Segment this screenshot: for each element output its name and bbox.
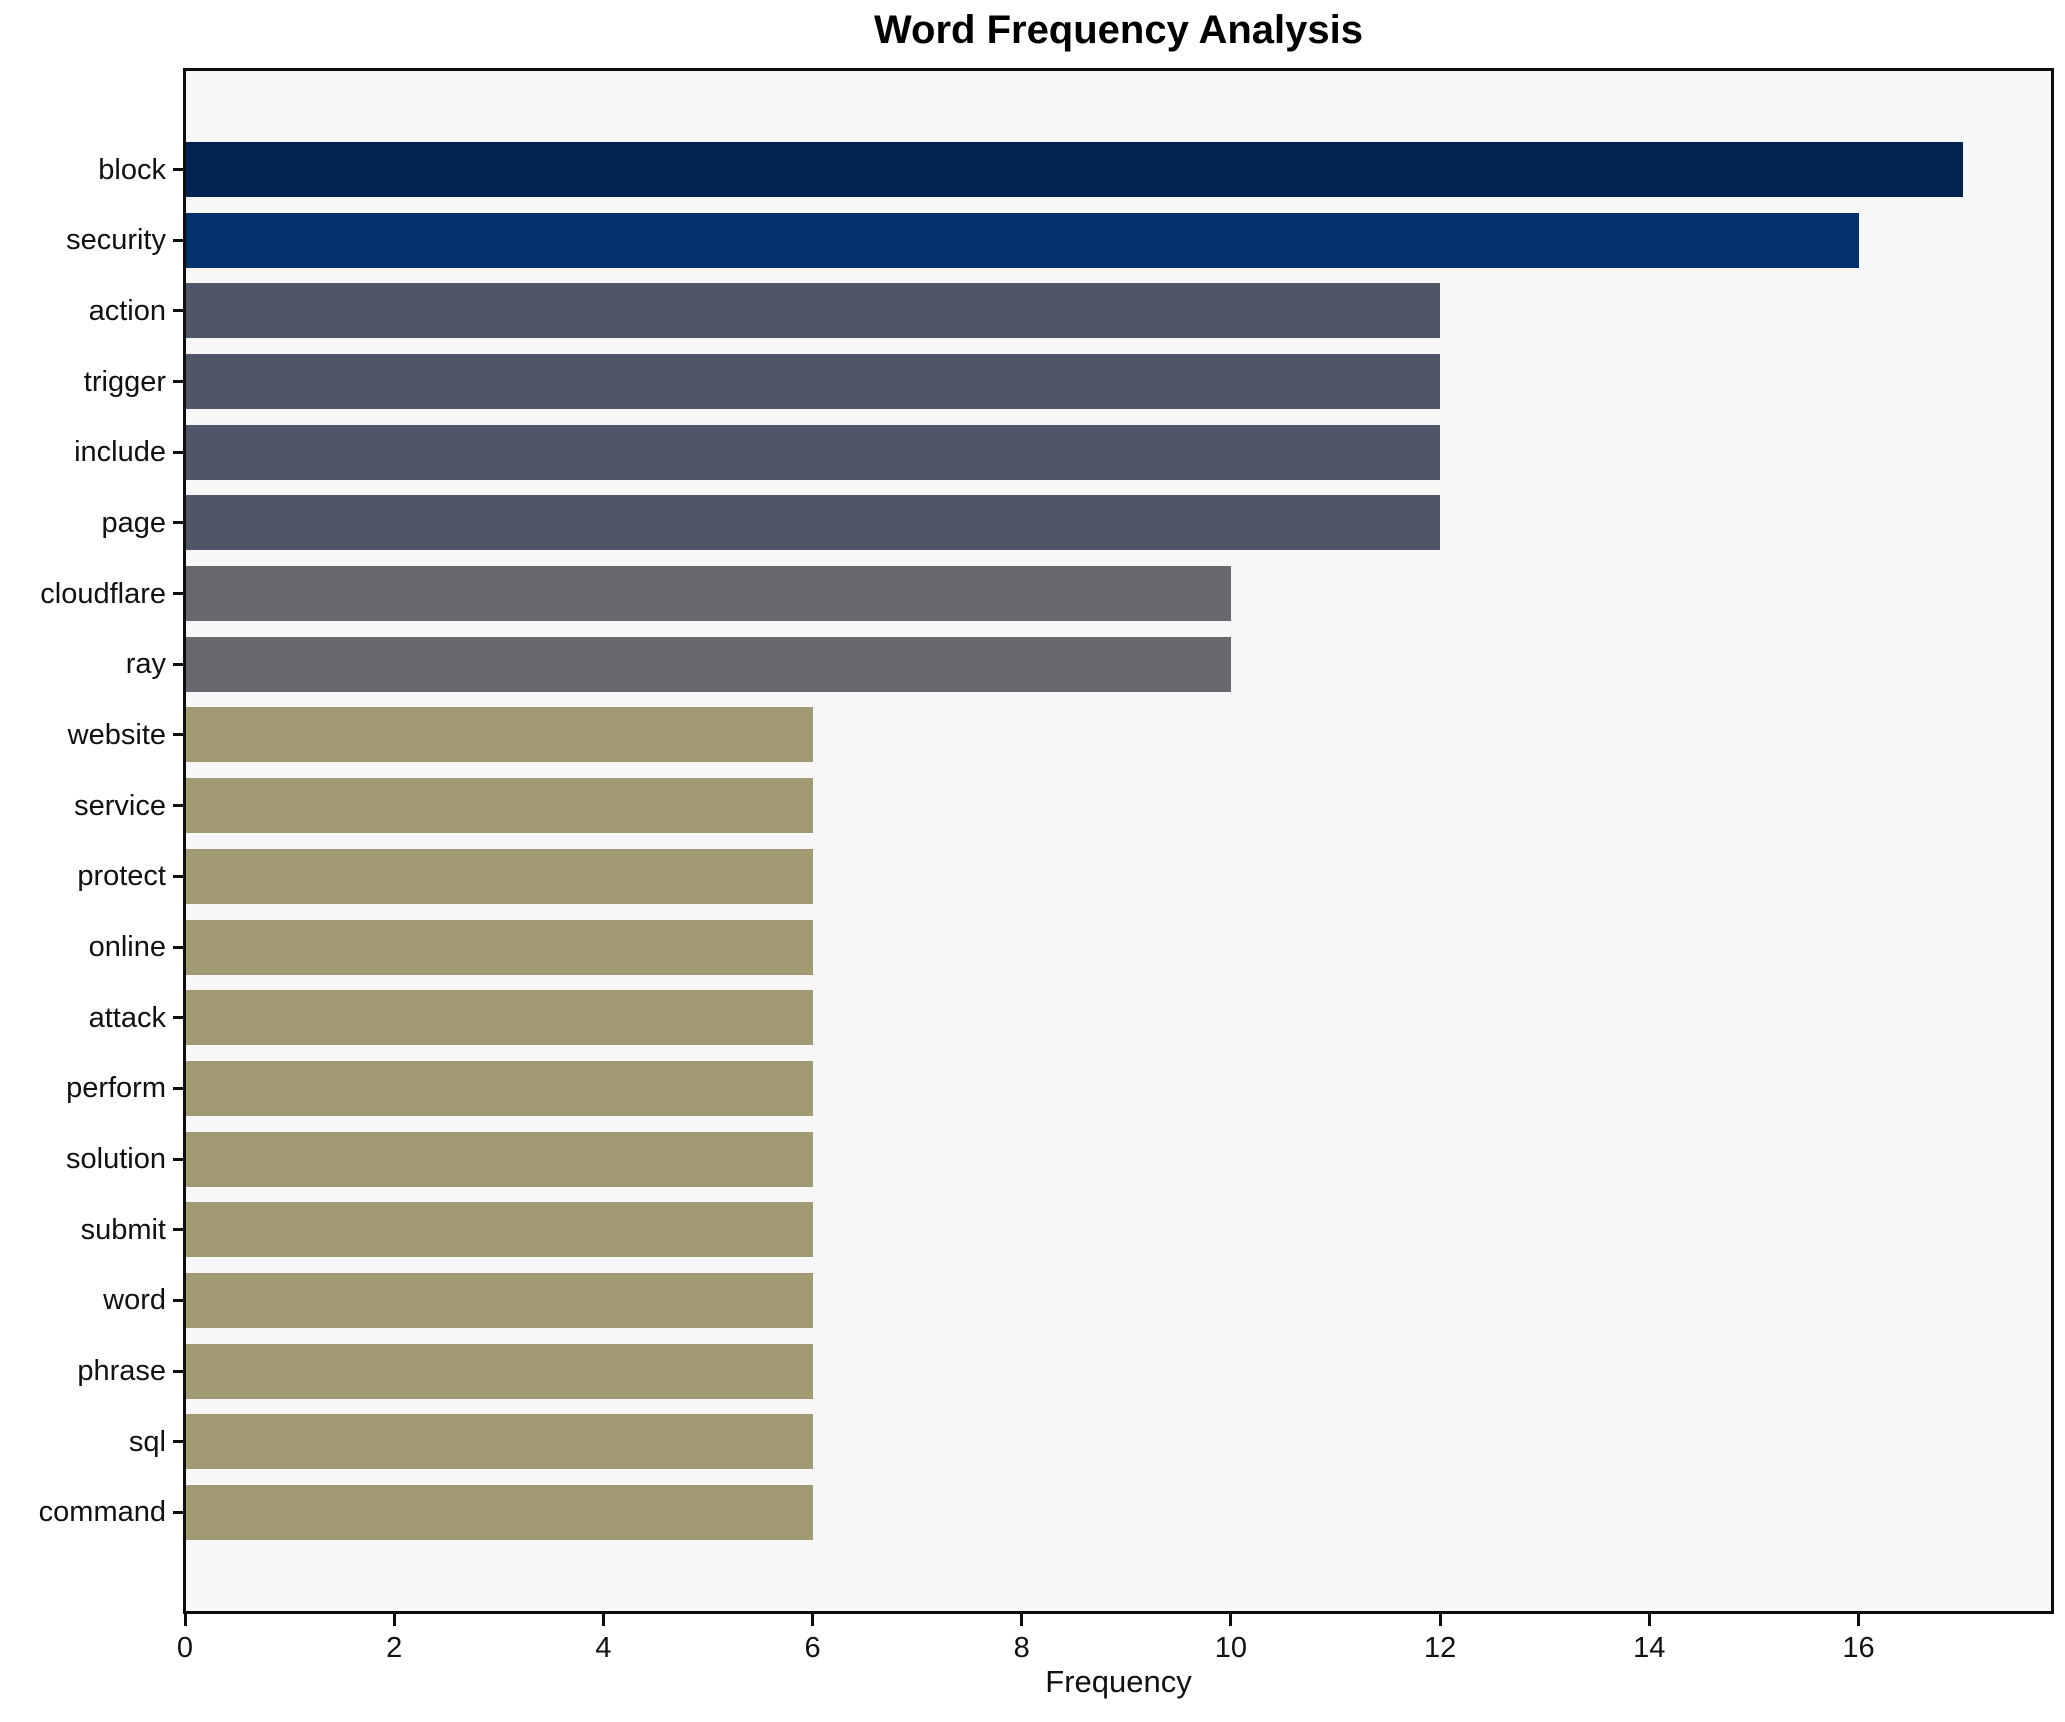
bar-sql <box>185 1414 813 1470</box>
y-tick-label-perform: perform <box>66 1072 166 1105</box>
x-tick-mark <box>392 1614 396 1626</box>
bar-online <box>185 919 813 975</box>
bar-action <box>185 283 1441 339</box>
bar-website <box>185 707 813 763</box>
x-tick-label-14: 14 <box>1633 1632 1666 1664</box>
y-tick-mark <box>173 450 185 454</box>
y-tick-label-trigger: trigger <box>83 365 166 398</box>
y-tick-mark <box>173 1298 185 1302</box>
bar-perform <box>185 1060 813 1116</box>
y-tick-label-security: security <box>66 224 166 257</box>
x-tick-label-12: 12 <box>1423 1632 1457 1664</box>
y-tick-label-solution: solution <box>66 1143 166 1175</box>
x-tick-label-6: 6 <box>804 1632 821 1664</box>
y-tick-mark <box>173 592 185 596</box>
x-tick-mark <box>601 1614 605 1626</box>
bar-page <box>185 495 1441 551</box>
y-tick-mark <box>173 804 185 808</box>
chart-title: Word Frequency Analysis <box>873 8 1364 52</box>
y-tick-label-block: block <box>98 153 166 186</box>
x-axis-title: Frequency <box>1045 1664 1192 1699</box>
y-tick-label-cloudflare: cloudflare <box>40 577 166 610</box>
y-tick-mark <box>173 238 185 242</box>
y-tick-mark <box>173 168 185 172</box>
y-tick-mark <box>173 309 185 313</box>
bar-protect <box>185 848 813 904</box>
y-tick-label-include: include <box>74 436 166 469</box>
y-tick-label-word: word <box>103 1284 166 1317</box>
y-tick-mark <box>173 1157 185 1161</box>
y-tick-label-service: service <box>74 789 166 822</box>
y-tick-mark <box>173 733 185 737</box>
bar-security <box>185 212 1859 268</box>
x-tick-label-8: 8 <box>1013 1632 1030 1664</box>
x-tick-label-2: 2 <box>386 1632 403 1664</box>
y-tick-label-phrase: phrase <box>77 1355 166 1388</box>
y-tick-label-action: action <box>88 294 166 327</box>
y-tick-label-online: online <box>88 931 166 963</box>
x-tick-mark <box>183 1614 187 1626</box>
y-tick-label-protect: protect <box>77 860 166 893</box>
bar-service <box>185 778 813 834</box>
x-tick-label-10: 10 <box>1214 1632 1248 1664</box>
bar-cloudflare <box>185 566 1231 622</box>
y-tick-mark <box>173 874 185 878</box>
x-tick-label-0: 0 <box>176 1632 194 1664</box>
y-tick-label-ray: ray <box>125 648 166 681</box>
x-tick-mark <box>1229 1614 1233 1626</box>
y-tick-label-page: page <box>101 506 166 539</box>
y-tick-mark <box>173 1440 185 1444</box>
bar-solution <box>185 1131 813 1187</box>
y-tick-mark <box>173 1510 185 1514</box>
y-tick-mark <box>173 1228 185 1232</box>
y-tick-label-website: website <box>67 718 166 751</box>
x-tick-mark <box>1438 1614 1442 1626</box>
bar-include <box>185 424 1441 480</box>
y-tick-mark <box>173 662 185 666</box>
y-tick-mark <box>173 1016 185 1020</box>
bar-block <box>185 142 1964 198</box>
bar-ray <box>185 636 1231 692</box>
x-tick-label-4: 4 <box>595 1632 612 1664</box>
y-tick-mark <box>173 945 185 949</box>
y-tick-mark <box>173 1086 185 1090</box>
bar-phrase <box>185 1343 813 1399</box>
bar-word <box>185 1272 813 1328</box>
bar-trigger <box>185 354 1441 410</box>
bar-attack <box>185 990 813 1046</box>
y-tick-mark <box>173 1369 185 1373</box>
x-tick-mark <box>811 1614 815 1626</box>
y-tick-label-sql: sql <box>128 1425 166 1458</box>
y-tick-mark <box>173 380 185 384</box>
y-tick-mark <box>173 521 185 525</box>
bar-submit <box>185 1202 813 1258</box>
bar-command <box>185 1484 813 1540</box>
x-tick-mark <box>1647 1614 1651 1626</box>
y-tick-label-attack: attack <box>88 1001 166 1034</box>
y-tick-label-submit: submit <box>80 1213 166 1246</box>
y-tick-label-command: command <box>38 1496 166 1529</box>
x-tick-label-16: 16 <box>1842 1632 1875 1664</box>
x-tick-mark <box>1020 1614 1024 1626</box>
x-tick-mark <box>1857 1614 1860 1626</box>
